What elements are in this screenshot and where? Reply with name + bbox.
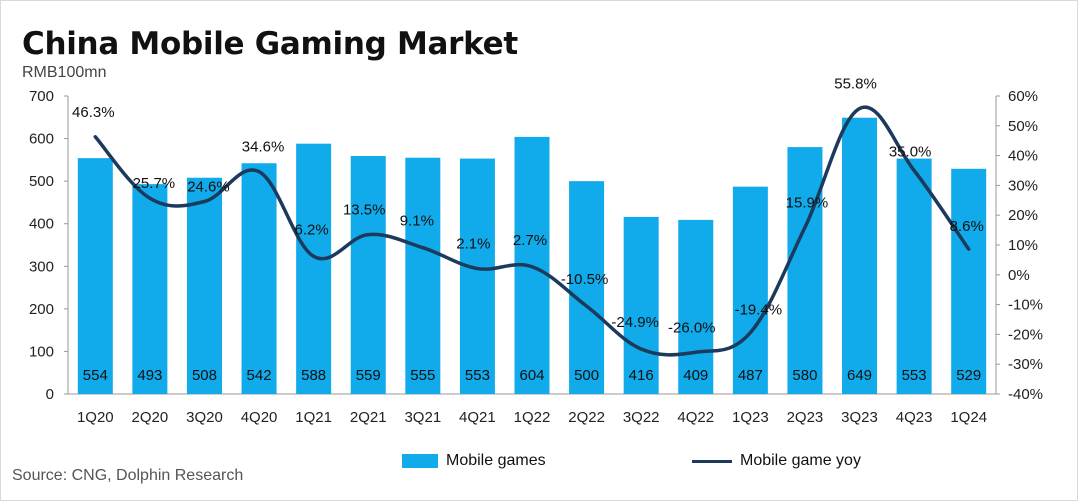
- y2-tick-label: 30%: [1008, 177, 1038, 194]
- x-tick-label: 1Q22: [514, 409, 551, 426]
- legend-line-swatch: [692, 459, 732, 463]
- yoy-data-label: -19.4%: [735, 302, 783, 319]
- y2-tick-label: -40%: [1008, 386, 1043, 403]
- bar: [842, 117, 878, 394]
- x-tick-label: 4Q22: [677, 409, 714, 426]
- bar-value-label: 409: [683, 367, 708, 384]
- y2-tick-label: 10%: [1008, 237, 1038, 254]
- y2-tick-label: -30%: [1008, 356, 1043, 373]
- yoy-data-label: 46.3%: [72, 104, 115, 121]
- bar-value-label: 580: [792, 367, 817, 384]
- y-tick-label: 500: [29, 173, 54, 190]
- bar: [569, 181, 605, 394]
- bar-value-label: 529: [956, 367, 981, 384]
- bar-value-label: 649: [847, 367, 872, 384]
- bar-value-label: 493: [137, 367, 162, 384]
- bar: [678, 219, 714, 394]
- yoy-data-label: -24.9%: [611, 314, 659, 331]
- y-tick-label: 400: [29, 216, 54, 233]
- y2-tick-label: 20%: [1008, 207, 1038, 224]
- y2-tick-label: 0%: [1008, 267, 1030, 284]
- bar-value-label: 555: [410, 367, 435, 384]
- bar-value-label: 416: [629, 367, 654, 384]
- x-tick-label: 4Q21: [459, 409, 496, 426]
- bar: [732, 186, 768, 394]
- x-tick-label: 4Q20: [241, 409, 278, 426]
- x-tick-label: 4Q23: [896, 409, 933, 426]
- x-tick-label: 1Q24: [950, 409, 987, 426]
- legend-bar-swatch: [402, 454, 438, 468]
- yoy-data-label: 25.7%: [133, 175, 176, 192]
- y-tick-label: 700: [29, 88, 54, 105]
- x-tick-label: 2Q20: [132, 409, 169, 426]
- x-tick-label: 3Q22: [623, 409, 660, 426]
- bar: [459, 158, 495, 394]
- bar: [77, 158, 113, 394]
- bar: [132, 184, 168, 394]
- legend-line-label: Mobile game yoy: [740, 452, 861, 469]
- bar-value-label: 553: [902, 367, 927, 384]
- bar: [623, 216, 659, 394]
- bar-value-label: 542: [247, 367, 272, 384]
- legend-bars: Mobile games: [402, 452, 546, 470]
- y2-tick-label: -20%: [1008, 326, 1043, 343]
- yoy-data-label: 55.8%: [834, 76, 877, 93]
- bar-value-label: 500: [574, 367, 599, 384]
- y-tick-label: 200: [29, 301, 54, 318]
- yoy-line: [93, 105, 971, 357]
- x-tick-label: 3Q20: [186, 409, 223, 426]
- bar: [350, 156, 386, 394]
- yoy-data-label: 13.5%: [343, 202, 386, 219]
- y-tick-label: 600: [29, 131, 54, 148]
- unit-label: RMB100mn: [22, 64, 107, 81]
- bar: [186, 177, 222, 394]
- y2-tick-label: -10%: [1008, 297, 1043, 314]
- yoy-data-label: 15.9%: [786, 194, 829, 211]
- legend-line: Mobile game yoy: [692, 452, 861, 470]
- bar-value-label: 588: [301, 367, 326, 384]
- y2-tick-label: 40%: [1008, 148, 1038, 165]
- yoy-data-label: -26.0%: [668, 319, 716, 336]
- bar: [405, 157, 441, 394]
- yoy-data-label: 6.2%: [295, 221, 329, 238]
- bar: [787, 147, 823, 394]
- x-tick-label: 3Q21: [404, 409, 441, 426]
- x-tick-label: 2Q21: [350, 409, 387, 426]
- y-tick-label: 100: [29, 343, 54, 360]
- bar: [951, 168, 987, 394]
- x-tick-label: 3Q23: [841, 409, 878, 426]
- bar-value-label: 508: [192, 367, 217, 384]
- bar-value-label: 553: [465, 367, 490, 384]
- bar: [241, 163, 277, 394]
- x-tick-label: 1Q23: [732, 409, 769, 426]
- yoy-data-label: -10.5%: [561, 271, 609, 288]
- yoy-data-label: 35.0%: [889, 144, 932, 161]
- y-tick-label: 0: [46, 386, 54, 403]
- yoy-data-label: 9.1%: [400, 213, 434, 230]
- bar-value-label: 554: [83, 367, 108, 384]
- bar-value-label: 487: [738, 367, 763, 384]
- yoy-data-label: 8.6%: [950, 218, 984, 235]
- source-note: Source: CNG, Dolphin Research: [12, 467, 244, 484]
- legend-bar-label: Mobile games: [446, 452, 546, 469]
- yoy-data-label: 24.6%: [187, 178, 230, 195]
- y2-tick-label: 60%: [1008, 88, 1038, 105]
- chart-title: China Mobile Gaming Market: [22, 26, 518, 62]
- yoy-data-label: 34.6%: [242, 139, 285, 156]
- x-tick-label: 1Q21: [295, 409, 332, 426]
- bar-value-label: 559: [356, 367, 381, 384]
- yoy-data-label: 2.1%: [456, 236, 490, 253]
- yoy-data-label: 2.7%: [513, 232, 547, 249]
- x-tick-label: 1Q20: [77, 409, 114, 426]
- x-tick-label: 2Q23: [787, 409, 824, 426]
- y-tick-label: 300: [29, 258, 54, 275]
- y2-tick-label: 50%: [1008, 118, 1038, 135]
- x-tick-label: 2Q22: [568, 409, 605, 426]
- bar-value-label: 604: [519, 367, 544, 384]
- bar: [896, 158, 932, 394]
- bar: [296, 143, 332, 394]
